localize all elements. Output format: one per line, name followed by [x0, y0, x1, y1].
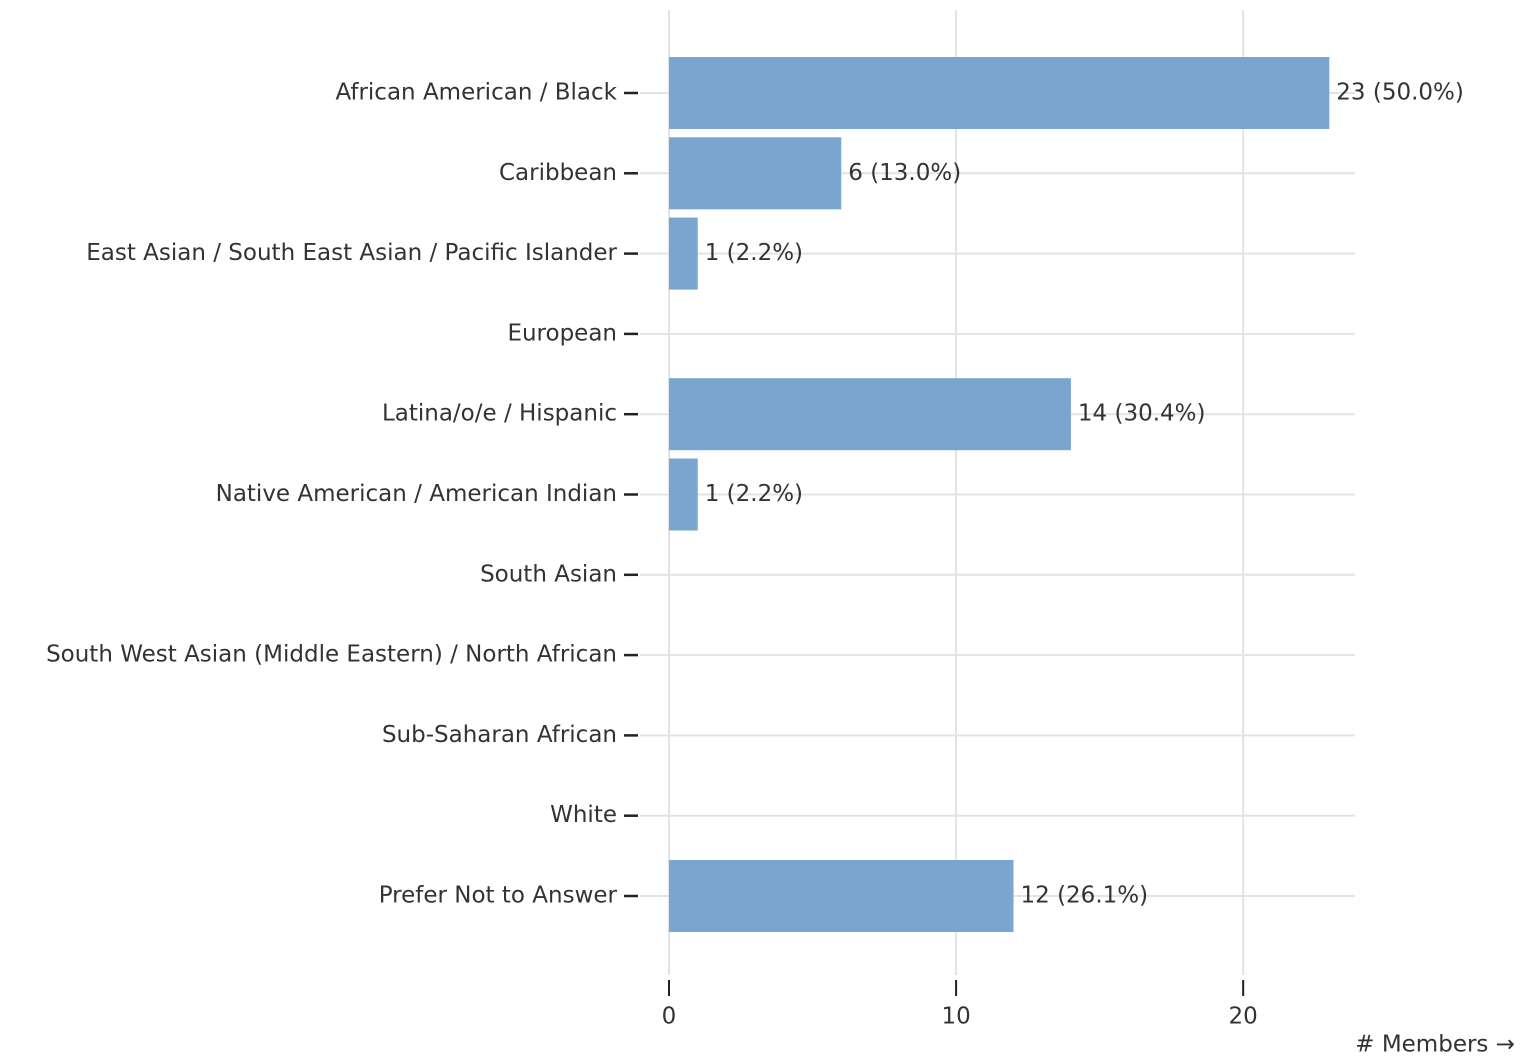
y-tick-label: Caribbean [499, 160, 617, 186]
x-tick-label: 10 [941, 1004, 970, 1030]
y-tick-label: South West Asian (Middle Eastern) / Nort… [46, 642, 617, 668]
bar [669, 217, 698, 290]
x-axis-label: # Members → [1355, 1032, 1515, 1058]
y-tick-label: Sub-Saharan African [382, 722, 617, 748]
y-tick-label: White [550, 802, 617, 828]
y-tick-label: African American / Black [335, 80, 617, 106]
y-tick-label: East Asian / South East Asian / Pacific … [86, 240, 617, 266]
value-label: 6 (13.0%) [848, 160, 961, 186]
x-tick-label: 20 [1229, 1004, 1258, 1030]
bar [669, 378, 1071, 451]
y-tick-label: South Asian [480, 561, 617, 587]
value-label: 12 (26.1%) [1021, 883, 1149, 909]
value-label: 1 (2.2%) [705, 481, 803, 507]
y-tick-label: Native American / American Indian [216, 481, 617, 507]
y-tick-label: Prefer Not to Answer [379, 883, 618, 909]
y-tick-label: European [507, 320, 617, 346]
bar [669, 137, 842, 210]
bar [669, 458, 698, 531]
y-tick-label: Latina/o/e / Hispanic [382, 401, 617, 427]
bar [669, 860, 1014, 932]
value-label: 1 (2.2%) [705, 240, 803, 266]
x-tick-label: 0 [662, 1004, 677, 1030]
bar [669, 57, 1330, 129]
value-label: 23 (50.0%) [1336, 80, 1464, 106]
value-label: 14 (30.4%) [1078, 401, 1206, 427]
